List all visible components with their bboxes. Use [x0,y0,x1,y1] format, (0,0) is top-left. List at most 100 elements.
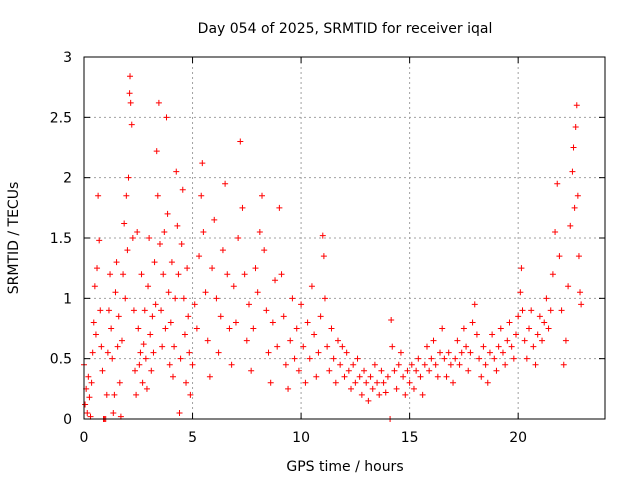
data-point [363,379,370,386]
y-tick-label: 2 [63,171,72,187]
data-point [415,355,422,362]
data-point [467,349,474,356]
data-point [99,367,106,374]
data-point [224,271,231,278]
data-point [358,391,365,398]
y-axis-label: SRMTID / TECUs [6,182,22,295]
data-point [150,349,157,356]
data-point [179,186,186,193]
data-point [393,385,400,392]
data-point [573,102,580,109]
data-point [361,367,368,374]
data-point [285,385,292,392]
plot-frame [83,56,606,420]
data-point [421,361,428,368]
data-point [552,228,559,235]
data-point [406,379,413,386]
data-point [98,343,105,350]
data-point [350,361,357,368]
data-point [202,289,209,296]
data-point [254,289,261,296]
data-point [215,349,222,356]
y-tick-label: 0.5 [50,352,72,368]
data-point [175,271,182,278]
data-point [517,289,524,296]
data-point [320,253,327,260]
data-point [176,409,183,416]
data-point [178,241,185,248]
data-point [140,341,147,348]
data-point [125,174,132,181]
data-point [127,99,134,106]
data-point [558,307,565,314]
data-point [280,313,287,320]
data-point [206,373,213,380]
data-point [480,343,487,350]
data-point [437,349,444,356]
data-point [452,355,459,362]
data-point [196,253,203,260]
data-point [135,325,142,332]
data-point [428,355,435,362]
data-point [173,168,180,175]
data-point [139,379,146,386]
data-point [155,99,162,106]
data-point [319,232,326,239]
data-point [226,325,233,332]
y-tick-label: 1 [63,291,72,307]
data-point [156,241,163,248]
data-point [571,204,578,211]
data-point [241,271,248,278]
data-point [489,331,496,338]
data-point [506,319,513,326]
data-point [345,367,352,374]
data-point [114,343,121,350]
data-point [391,367,398,374]
data-point [339,343,346,350]
data-point [441,355,448,362]
data-point [317,313,324,320]
data-point [200,228,207,235]
data-point [526,325,533,332]
data-point [530,343,537,350]
data-point [112,289,119,296]
data-point [382,389,389,396]
data-point [434,373,441,380]
data-point [94,265,101,272]
data-point [151,259,158,266]
data-point [86,394,93,401]
data-point [430,337,437,344]
data-point [82,401,89,408]
data-point [306,355,313,362]
data-point [115,313,122,320]
data-point [369,385,376,392]
data-point [376,391,383,398]
data-point [334,337,341,344]
data-point [337,361,344,368]
data-point [122,295,129,302]
data-point [259,192,266,199]
data-point [539,337,546,344]
data-point [291,355,298,362]
data-point [410,385,417,392]
data-point [532,361,539,368]
data-point [298,301,305,308]
data-point [378,367,385,374]
data-point [426,367,433,374]
x-tick-labels: 0 5 10 15 20 [80,430,528,446]
data-point [519,307,526,314]
data-point [408,361,415,368]
data-point [177,355,184,362]
data-point [132,367,139,374]
data-point [92,331,99,338]
data-point [183,379,190,386]
data-point [471,301,478,308]
data-point [371,361,378,368]
data-point [239,204,246,211]
data-point [191,301,198,308]
data-point [528,307,535,314]
data-point [222,180,229,187]
data-point [172,295,179,302]
data-point [572,123,579,130]
data-point [274,343,281,350]
